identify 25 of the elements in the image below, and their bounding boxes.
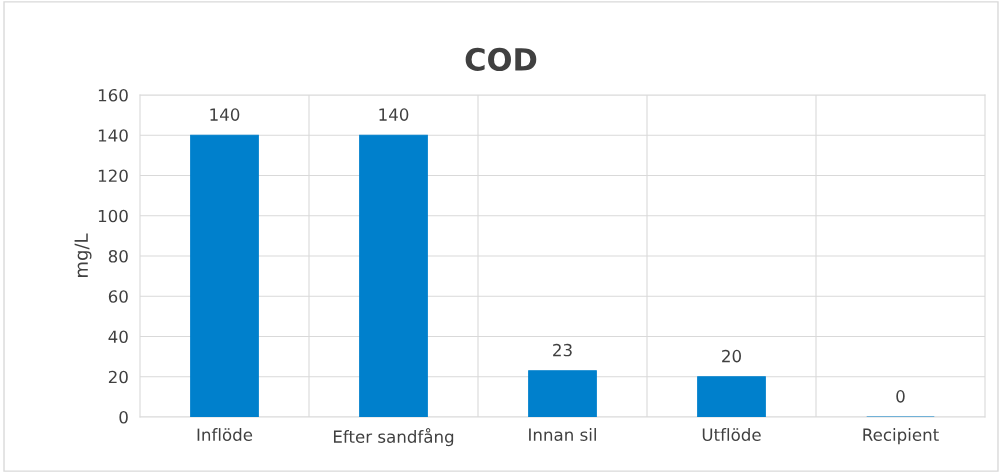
data-label: 23 <box>553 343 572 357</box>
y-tick-label: 120 <box>98 169 128 183</box>
y-axis-title: mg/L <box>74 233 92 277</box>
x-tick-label: Inflöde <box>197 428 253 442</box>
data-label: 140 <box>379 108 409 121</box>
chart-title: COD <box>465 47 537 71</box>
bar <box>697 376 766 417</box>
y-tick-label: 40 <box>108 330 128 344</box>
data-label: 140 <box>210 108 240 121</box>
y-tick-label: 60 <box>108 290 128 303</box>
x-tick-label: Utflöde <box>702 428 761 442</box>
data-label: 20 <box>722 349 741 363</box>
bar <box>528 370 597 417</box>
x-tick-label: Innan sil <box>529 428 596 442</box>
bar <box>190 134 259 417</box>
y-tick-label: 80 <box>108 249 128 263</box>
y-tick-label: 0 <box>119 410 128 424</box>
data-label: 0 <box>896 390 905 403</box>
x-tick-label: Efter sandfång <box>333 428 454 447</box>
y-tick-label: 100 <box>98 209 128 223</box>
y-tick-label: 160 <box>98 88 128 102</box>
y-tick-label: 140 <box>98 129 128 142</box>
bar <box>359 134 428 417</box>
y-tick-label: 20 <box>108 370 128 384</box>
x-tick-label: Recipient <box>863 428 939 445</box>
